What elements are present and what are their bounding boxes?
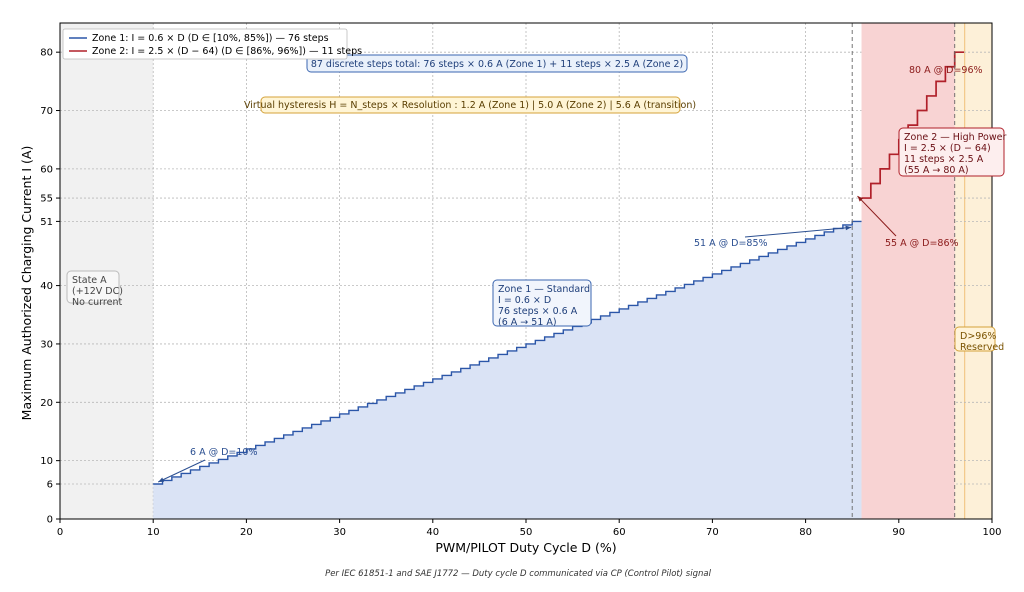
total-steps-annotation: 87 discrete steps total: 76 steps × 0.6 … — [311, 59, 683, 70]
x-axis-title: PWM/PILOT Duty Cycle D (%) — [435, 540, 616, 555]
state-a-box — [66, 270, 120, 304]
point-55a-label: 55 A @ D=86% — [885, 238, 959, 249]
arrow-51a-head — [845, 225, 852, 231]
reserved-region — [954, 23, 992, 519]
zone2-info-line: 11 steps × 2.5 A — [904, 154, 984, 165]
hysteresis-annotation: Virtual hysteresis H = N_steps × Resolut… — [244, 100, 696, 111]
x-tick-label: 10 — [147, 527, 160, 538]
zone2-area — [861, 23, 955, 519]
x-tick-label: 50 — [520, 527, 533, 538]
zone1-info-line: (6 A → 51 A) — [498, 317, 557, 328]
x-tick-label: 40 — [426, 527, 439, 538]
zone2-series-line — [861, 51, 965, 199]
zone2-info-line: (55 A → 80 A) — [904, 165, 969, 176]
y-tick-label: 20 — [40, 398, 53, 409]
state-a-line: (+12V DC) — [72, 286, 123, 297]
point-51a-label: 51 A @ D=85% — [694, 238, 768, 249]
y-tick-label: 60 — [40, 164, 53, 175]
arrow-6a-head — [158, 477, 165, 482]
y-tick-label: 80 — [40, 48, 53, 59]
boundary-lines — [851, 23, 956, 519]
x-tick-label: 30 — [333, 527, 346, 538]
x-tick-label: 70 — [706, 527, 719, 538]
hysteresis-box — [260, 96, 681, 114]
y-tick-label: 51 — [40, 217, 53, 228]
arrow-6a — [157, 459, 206, 483]
zone2-info-box — [898, 127, 1005, 177]
arrow-55a-head — [857, 196, 864, 202]
point-6a-label: 6 A @ D=10% — [190, 447, 258, 458]
x-tick-label: 90 — [892, 527, 905, 538]
tick-labels: 0 10 20 30 40 50 60 70 80 90 100 0 6 10 20 30 40 51 55 60 70… — [40, 48, 1001, 538]
y-tick-label: 70 — [40, 106, 53, 117]
arrow-51a — [744, 226, 852, 238]
annotations: State A(+12V DC)No current Zone 1 — Stand… — [66, 54, 1006, 483]
chart-caption: Per IEC 61851-1 and SAE J1772 — Duty cyc… — [325, 569, 712, 579]
zone2-info-line: I = 2.5 × (D − 64) — [904, 143, 991, 154]
point-80a-label: 80 A @ D=96% — [909, 65, 983, 76]
reserved-info-line: D>96% — [960, 331, 996, 342]
y-tick-label: 0 — [47, 515, 53, 526]
zone-areas — [153, 23, 955, 519]
axes — [56, 22, 993, 523]
legend-label-zone2: Zone 2: I = 2.5 × (D − 64) (D ∈ [86%, 96… — [92, 46, 362, 57]
x-tick-label: 60 — [613, 527, 626, 538]
y-tick-label: 10 — [40, 456, 53, 467]
y-tick-label: 55 — [40, 194, 53, 205]
y-axis-title: Maximum Authorized Charging Current I (A… — [19, 146, 34, 421]
x-tick-label: 100 — [982, 527, 1001, 538]
zone1-info-line: Zone 1 — Standard — [498, 284, 590, 295]
zone1-area — [153, 221, 862, 519]
y-tick-label: 40 — [40, 281, 53, 292]
legend: Zone 1: I = 0.6 × D (D ∈ [10%, 85%]) — 7… — [62, 28, 362, 60]
reserved-edge — [964, 23, 966, 519]
zone1-info-box — [492, 279, 592, 327]
y-tick-label: 6 — [47, 479, 53, 490]
legend-box — [62, 28, 348, 60]
legend-label-zone1: Zone 1: I = 0.6 × D (D ∈ [10%, 85%]) — 7… — [92, 33, 329, 44]
total-steps-box — [306, 54, 688, 73]
x-tick-label: 0 — [57, 527, 63, 538]
zone1-info-line: I = 0.6 × D — [498, 295, 551, 306]
reserved-info-box — [954, 326, 996, 352]
reserved-info-line: Reserved — [960, 342, 1004, 353]
zone2-info-line: Zone 2 — High Power — [904, 132, 1006, 143]
zone1-series-line — [153, 220, 862, 485]
state-a-line: State A — [72, 275, 107, 286]
y-tick-label: 30 — [40, 339, 53, 350]
x-tick-label: 20 — [240, 527, 253, 538]
arrow-55a — [857, 195, 897, 237]
x-tick-label: 80 — [799, 527, 812, 538]
state-a-line: No current — [72, 297, 122, 308]
series-lines — [153, 51, 965, 485]
zone1-info-line: 76 steps × 0.6 A — [498, 306, 578, 317]
